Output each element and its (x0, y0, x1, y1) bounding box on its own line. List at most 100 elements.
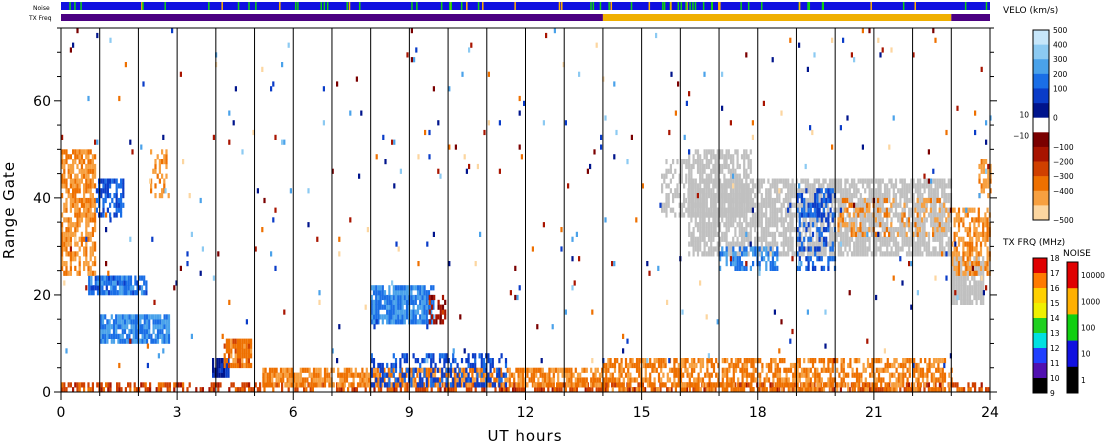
velocity-cell (120, 197, 123, 204)
velocity-cell (851, 387, 854, 393)
velocity-cell (419, 285, 422, 291)
velocity-cell (710, 212, 713, 218)
velocity-cell (771, 183, 774, 189)
velocity-cell (701, 173, 704, 179)
velocity-cell (923, 246, 926, 252)
velocity-cell (839, 231, 843, 237)
velocity-cell (967, 382, 970, 388)
velocity-cell (729, 193, 733, 199)
velocity-cell (154, 338, 157, 344)
velocity-cell (962, 275, 965, 281)
velocity-cell (767, 362, 771, 369)
velocity-cell (892, 197, 895, 204)
velocity-cell (236, 348, 239, 354)
velocity-cell (157, 382, 160, 388)
velocity-cell (88, 290, 91, 296)
noise-fleck (411, 2, 413, 10)
velocity-cell (745, 372, 749, 378)
velocity-cell (789, 212, 792, 218)
velocity-cell (863, 231, 866, 237)
velocity-cell (734, 265, 737, 271)
velocity-cell (769, 265, 772, 271)
velocity-cell (745, 227, 748, 233)
velocity-cell (114, 285, 117, 291)
velocity-cell (692, 227, 695, 233)
velocity-cell (866, 183, 869, 189)
velocity-cell (387, 367, 390, 373)
velocity-cell (208, 387, 211, 393)
velocity-cell (767, 251, 770, 257)
velocity-cell (243, 338, 246, 344)
velocity-cell (745, 265, 748, 271)
velocity-cell (145, 285, 148, 291)
velocity-cell (870, 231, 873, 237)
noise-fleck (142, 2, 144, 10)
velocity-cell (864, 251, 867, 257)
velocity-cell (602, 377, 606, 383)
velocity-cell (736, 265, 739, 271)
velocity-cell (83, 212, 86, 218)
velocity-cell (432, 367, 435, 373)
velocity-cell (377, 285, 380, 291)
velocity-cell (822, 246, 825, 252)
velocity-cell (652, 387, 655, 393)
velocity-cell (134, 319, 138, 325)
velocity-cell (611, 377, 614, 383)
velocity-cell (78, 197, 81, 204)
velocity-cell (381, 367, 384, 373)
velocity-cell (627, 382, 630, 388)
velocity-cell (945, 241, 948, 247)
velocity-cell (355, 387, 358, 393)
velocity-cell (601, 372, 604, 378)
velocity-cell (857, 178, 860, 184)
velocity-cell (712, 231, 715, 237)
velocity-cell (938, 387, 941, 393)
velocity-cell (129, 280, 133, 286)
velocity-cell (740, 231, 744, 237)
velocity-cell (800, 197, 804, 204)
velocity-cell (809, 217, 812, 223)
velocity-cell (262, 382, 265, 388)
velocity-cell (925, 241, 928, 247)
velocity-cell (138, 387, 141, 393)
velocity-cell (917, 377, 920, 383)
velocity-cell (394, 319, 398, 325)
noise-fleck (208, 2, 210, 10)
velocity-cell (504, 377, 507, 383)
velocity-cell (811, 387, 815, 393)
velocity-cell (897, 227, 900, 233)
velocity-cell (707, 188, 711, 194)
velocity-cell (806, 188, 810, 194)
velocity-cell (829, 207, 832, 213)
velocity-cell (688, 387, 691, 393)
velocity-cell (693, 358, 696, 364)
velocity-cell (163, 333, 166, 339)
velocity-cell (919, 387, 922, 393)
velocity-cell (712, 367, 716, 373)
velocity-cell (706, 362, 709, 369)
velocity-cell (923, 183, 926, 189)
velocity-cell (551, 387, 554, 393)
velocity-cell (721, 387, 724, 393)
velocity-cell (737, 358, 740, 364)
velocity-cell (739, 387, 742, 393)
velocity-cell (94, 261, 97, 267)
velocity-cell (472, 382, 475, 388)
velocity-cell (890, 178, 893, 184)
velocity-cell (905, 217, 909, 223)
velocity-cell (820, 202, 823, 208)
velocity-cell (301, 382, 305, 388)
velocity-cell (884, 362, 887, 369)
velocity-cell (760, 178, 763, 184)
velocity-cell (96, 382, 99, 388)
velocity-cell (299, 377, 302, 383)
velocity-cell (738, 261, 741, 267)
velocity-cell (762, 227, 766, 233)
velocity-cell (776, 377, 779, 383)
velocity-cell (816, 193, 819, 199)
velocity-cell (727, 241, 730, 247)
velocity-cell (508, 377, 511, 383)
velocity-cell (635, 367, 639, 373)
velocity-cell (751, 197, 755, 204)
velocity-cell (792, 362, 795, 369)
